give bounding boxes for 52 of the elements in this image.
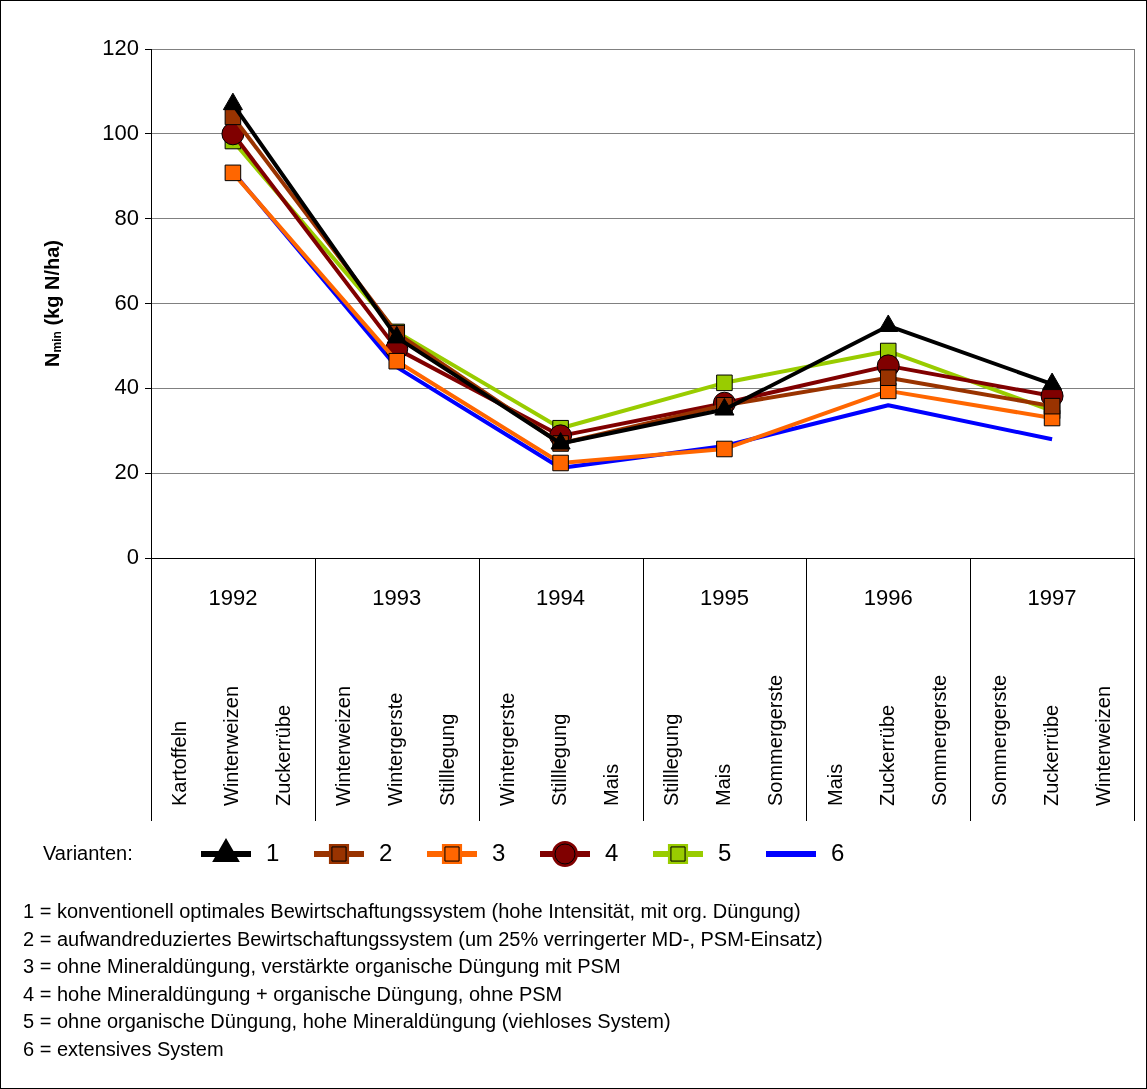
text: Mais bbox=[600, 763, 623, 806]
text: Winterweizen bbox=[332, 685, 355, 806]
y-tick-label: 100 bbox=[102, 119, 139, 145]
point bbox=[224, 164, 242, 182]
y-tick-label: 40 bbox=[114, 374, 139, 400]
y-tick-label: 20 bbox=[114, 459, 139, 485]
y-tick-label: 0 bbox=[126, 544, 139, 570]
y-tick-label: 60 bbox=[114, 289, 139, 315]
text: 5 = ohne organische Düngung, hohe Mineraldüngung (viehloses System) bbox=[23, 1009, 672, 1035]
text: Zuckerrübe bbox=[875, 704, 898, 806]
point bbox=[388, 352, 406, 370]
text: 6 = extensives System bbox=[23, 1036, 225, 1062]
text: Sommergerste bbox=[987, 674, 1010, 806]
text: Zuckerrübe bbox=[272, 704, 295, 806]
text: 1 = konventionell optimales Bewirtschaftungssystem (hohe Intensität, mit org. Düngung) bbox=[23, 899, 802, 924]
text: 4 = hohe Mineraldüngung + organische Düngung, ohne PSM bbox=[23, 981, 564, 1007]
legend-title: Varianten: bbox=[43, 841, 133, 864]
text: Stilllegung bbox=[436, 713, 459, 806]
legend-label: 4 bbox=[605, 838, 619, 866]
x-tick-label: 1997 bbox=[1027, 585, 1077, 611]
text: 2 = aufwandreduziertes Bewirtschaftungssystem (um 25% verringerter MD-, PSM-Einsatz) bbox=[23, 926, 823, 952]
point bbox=[1043, 397, 1061, 415]
x-tick-label: 1992 bbox=[208, 585, 258, 611]
text: 3 = ohne Mineraldüngung, verstärkte organische Düngung mit PSM bbox=[23, 954, 622, 980]
point bbox=[716, 374, 733, 392]
legend-label: 1 bbox=[266, 838, 280, 866]
point bbox=[552, 454, 569, 472]
point bbox=[879, 369, 897, 387]
y-tick-label: 120 bbox=[102, 35, 139, 61]
text: Winterweizen bbox=[1091, 685, 1114, 806]
legend-label: 6 bbox=[831, 838, 845, 866]
point bbox=[716, 440, 733, 458]
x-tick-label: 1993 bbox=[372, 585, 422, 611]
text: Mais bbox=[711, 763, 734, 806]
text: Winterweizen bbox=[220, 685, 243, 806]
legend-label: 2 bbox=[379, 838, 393, 866]
x-tick-label: 1996 bbox=[863, 585, 913, 611]
y-tick-label: 80 bbox=[114, 204, 139, 230]
text: Zuckerrübe bbox=[1039, 704, 1062, 806]
text: Wintergerste bbox=[384, 692, 407, 806]
text: Stilllegung bbox=[659, 713, 682, 806]
x-tick-label: 1995 bbox=[699, 585, 749, 611]
x-tick-label: 1994 bbox=[536, 585, 586, 611]
text: Stilllegung bbox=[548, 713, 571, 806]
text: Mais bbox=[823, 763, 846, 806]
y-axis-title: Nmin (kg N/ha) bbox=[40, 240, 65, 367]
text: Sommergerste bbox=[927, 674, 950, 806]
legend-label: 3 bbox=[492, 838, 506, 866]
text: Sommergerste bbox=[763, 674, 786, 806]
text: Kartoffeln bbox=[168, 720, 191, 806]
text: Wintergerste bbox=[496, 692, 519, 806]
legend-label: 5 bbox=[718, 838, 732, 866]
